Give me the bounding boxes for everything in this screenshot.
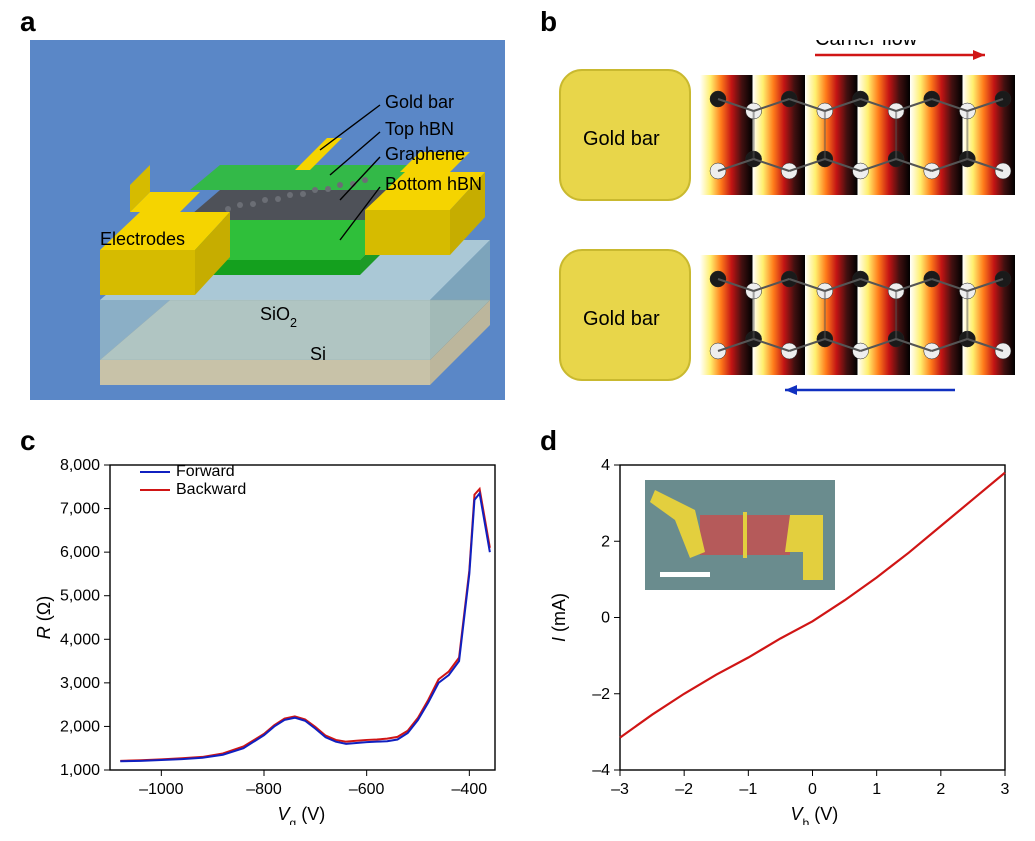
svg-text:–2: –2 (675, 781, 693, 798)
label-d: d (540, 425, 557, 457)
svg-text:0: 0 (808, 781, 817, 798)
svg-text:2,000: 2,000 (60, 718, 100, 735)
legend-backward-label: Backward (176, 481, 246, 498)
svg-text:Si: Si (310, 344, 326, 364)
figure: a b c d Gold bar Top hBN Graphene Bottom hB… (0, 0, 1035, 841)
svg-text:1: 1 (872, 781, 881, 798)
svg-text:4: 4 (601, 457, 610, 474)
panel-d: –3 –2 –1 0 1 2 3 –4 –2 0 2 4 Vb (V) I (mA) (540, 455, 1020, 825)
legend-forward-label: Forward (176, 463, 235, 480)
svg-text:–4: –4 (592, 762, 610, 779)
label-c: c (20, 425, 36, 457)
svg-text:Gold bar: Gold bar (385, 92, 454, 112)
panel-b-svg: Gold bar Carrier flow Gold bar (555, 40, 1015, 400)
svg-text:3: 3 (1001, 781, 1010, 798)
svg-text:Electrodes: Electrodes (100, 229, 185, 249)
panel-d-svg: –3 –2 –1 0 1 2 3 –4 –2 0 2 4 Vb (V) I (mA) (540, 455, 1020, 825)
legend-c: Forward Backward (140, 463, 246, 499)
svg-text:Top hBN: Top hBN (385, 119, 454, 139)
svg-text:6,000: 6,000 (60, 544, 100, 561)
svg-text:8,000: 8,000 (60, 457, 100, 474)
svg-text:Gold bar: Gold bar (583, 308, 660, 330)
svg-text:–400: –400 (452, 781, 488, 798)
svg-text:Carrier flow: Carrier flow (815, 40, 918, 50)
svg-text:Graphene: Graphene (385, 144, 465, 164)
panel-a: Gold bar Top hBN Graphene Bottom hBN Electro… (30, 40, 505, 400)
svg-text:Gold bar: Gold bar (583, 128, 660, 150)
svg-text:–2: –2 (592, 686, 610, 703)
legend-forward: Forward (140, 463, 246, 481)
svg-text:3,000: 3,000 (60, 675, 100, 692)
svg-text:0: 0 (601, 610, 610, 627)
panel-a-svg: Gold bar Top hBN Graphene Bottom hBN Electro… (30, 40, 505, 400)
svg-text:4,000: 4,000 (60, 631, 100, 648)
svg-text:Vg (V): Vg (V) (278, 804, 326, 825)
label-a: a (20, 6, 36, 38)
svg-text:–600: –600 (349, 781, 385, 798)
svg-text:I (mA): I (mA) (549, 593, 569, 642)
svg-text:–3: –3 (611, 781, 629, 798)
svg-text:7,000: 7,000 (60, 501, 100, 518)
svg-text:R (Ω): R (Ω) (34, 596, 54, 639)
panel-c-svg: –1000 –800 –600 –400 1,000 2,000 3,000 4,000 5,0… (30, 455, 510, 825)
svg-text:2: 2 (601, 533, 610, 550)
svg-text:–1: –1 (739, 781, 757, 798)
legend-backward: Backward (140, 481, 246, 499)
svg-text:–800: –800 (246, 781, 282, 798)
panel-c: –1000 –800 –600 –400 1,000 2,000 3,000 4,000 5,0… (30, 455, 510, 825)
svg-text:5,000: 5,000 (60, 588, 100, 605)
svg-text:2: 2 (936, 781, 945, 798)
svg-text:1,000: 1,000 (60, 762, 100, 779)
svg-text:–1000: –1000 (139, 781, 184, 798)
label-b: b (540, 6, 557, 38)
svg-text:Vb (V): Vb (V) (791, 804, 839, 825)
panel-b: Gold bar Carrier flow Gold bar (555, 40, 1015, 400)
svg-text:Bottom hBN: Bottom hBN (385, 174, 482, 194)
